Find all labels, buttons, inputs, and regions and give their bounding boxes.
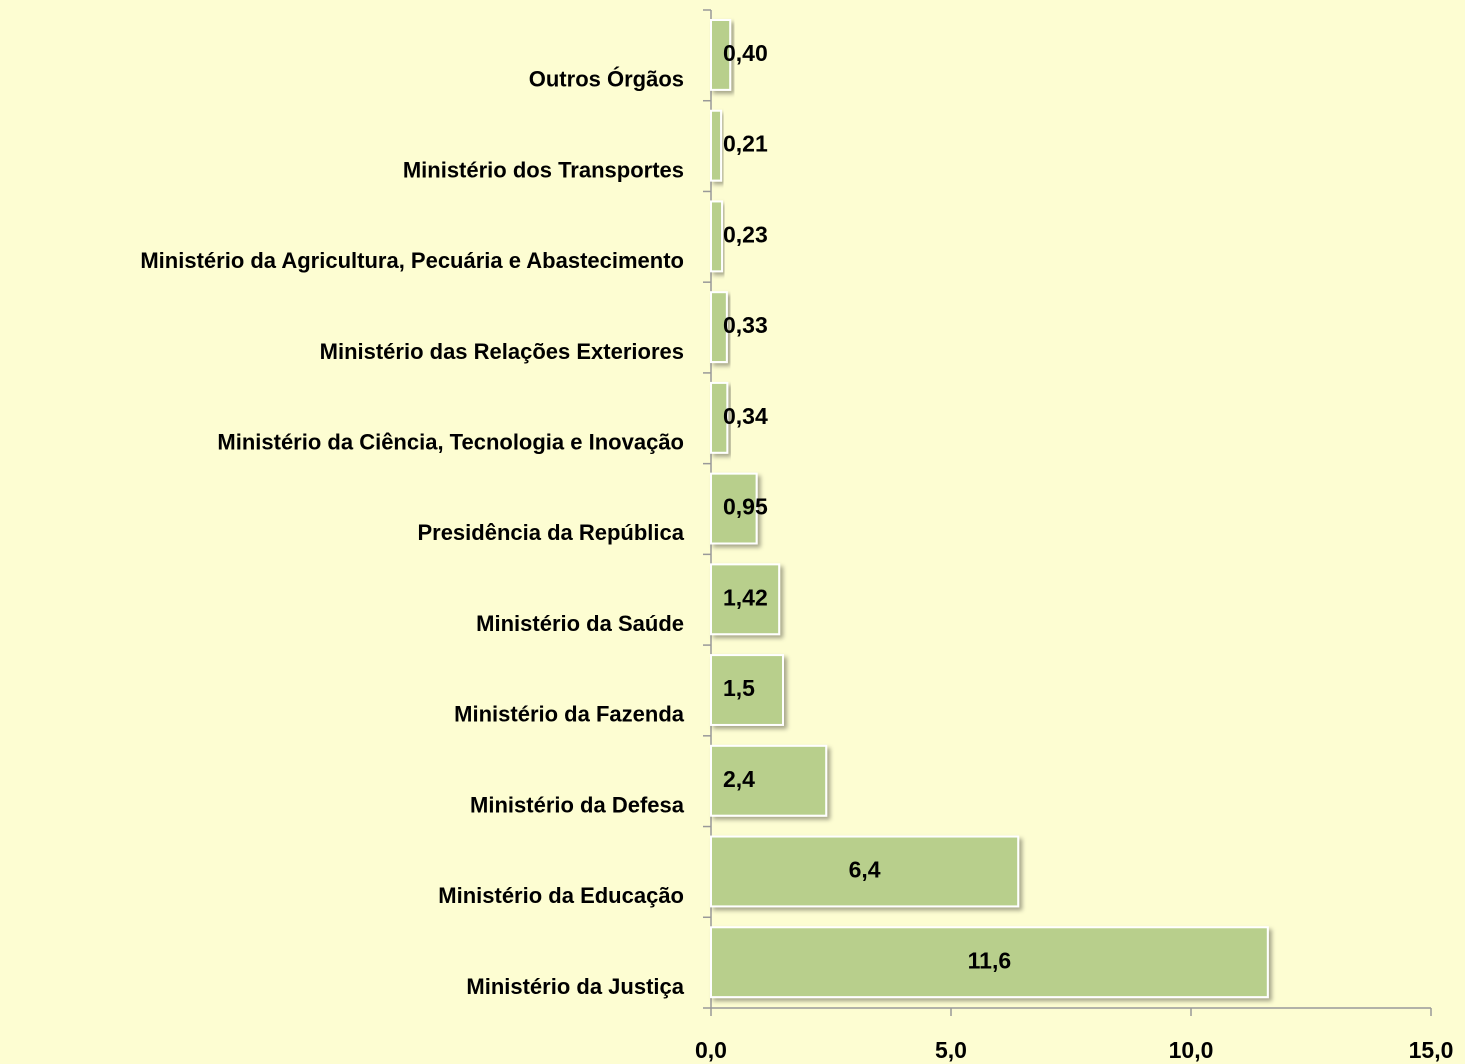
value-label: 1,5 — [723, 675, 755, 701]
x-tick-label: 0,0 — [695, 1037, 727, 1063]
x-tick-label: 5,0 — [935, 1037, 967, 1063]
bar — [710, 654, 784, 726]
x-tick-label: 10,0 — [1169, 1037, 1214, 1063]
bar — [710, 563, 781, 636]
bar — [710, 744, 828, 817]
value-label: 2,4 — [723, 766, 755, 792]
y-tick-label: Ministério das Relações Exteriores — [320, 339, 684, 364]
y-tick-label: Ministério da Justiça — [466, 974, 684, 999]
value-label: 11,6 — [968, 947, 1012, 973]
y-tick-label: Ministério da Ciência, Tecnologia e Inov… — [217, 429, 684, 454]
bar — [710, 835, 1020, 908]
x-tick-label: 15,0 — [1409, 1037, 1454, 1063]
bar — [710, 926, 1269, 999]
y-tick-label: Ministério dos Transportes — [403, 157, 684, 182]
y-tick-label: Presidência da República — [417, 520, 684, 545]
value-label: 0,34 — [723, 403, 768, 429]
bar — [710, 381, 729, 454]
value-label: 6,4 — [849, 857, 881, 883]
value-label: 1,42 — [723, 584, 768, 610]
y-tick-label: Ministério da Fazenda — [454, 702, 685, 727]
y-tick-label: Ministério da Saúde — [476, 611, 684, 636]
bar — [710, 109, 723, 182]
value-label: 0,23 — [723, 221, 768, 247]
bar — [710, 200, 724, 273]
bar — [710, 472, 758, 545]
value-label: 0,40 — [723, 40, 768, 66]
value-label: 0,21 — [723, 131, 768, 157]
value-label: 0,33 — [723, 312, 768, 338]
value-label: 0,95 — [723, 494, 768, 520]
bar — [710, 291, 728, 364]
y-tick-label: Ministério da Agricultura, Pecuária e Ab… — [140, 248, 684, 273]
y-tick-label: Ministério da Defesa — [470, 792, 685, 817]
bar — [710, 19, 732, 91]
y-tick-label: Outros Órgãos — [529, 67, 684, 92]
y-tick-label: Ministério da Educação — [438, 883, 684, 908]
